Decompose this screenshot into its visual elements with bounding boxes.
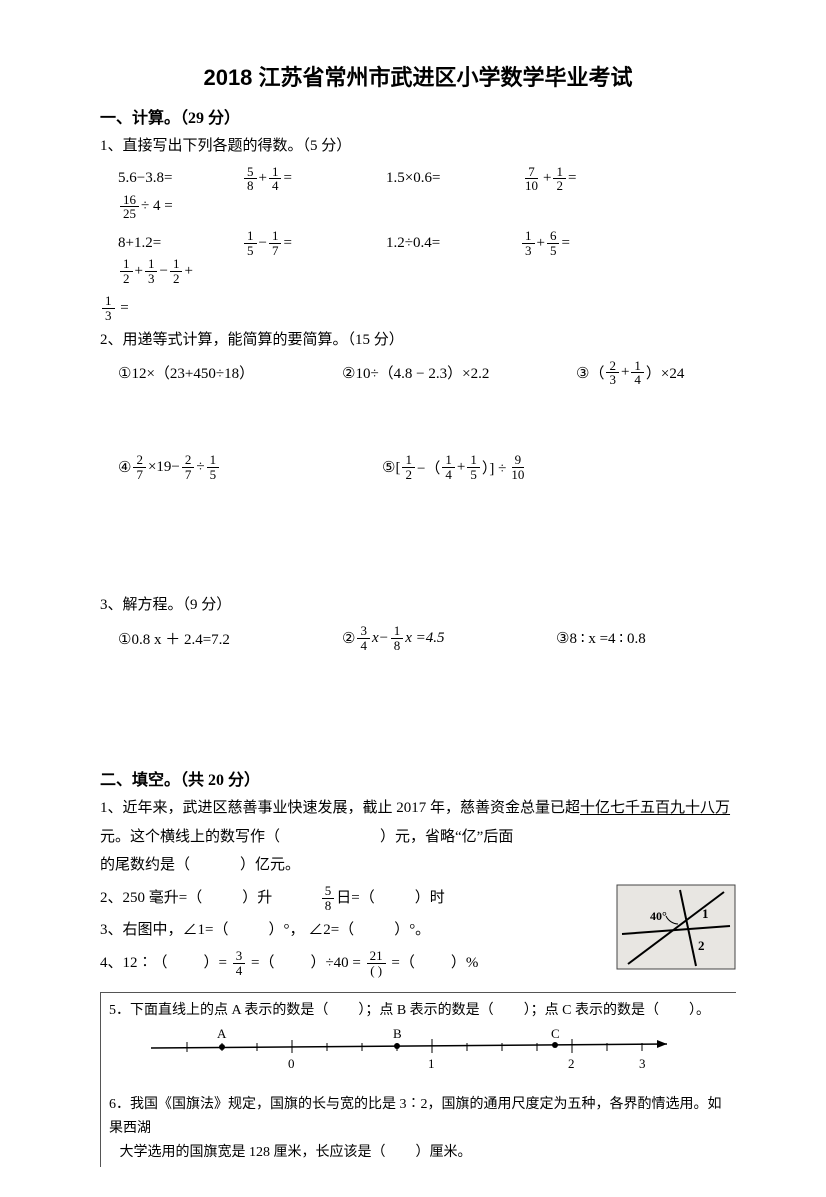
q1-3: 3、解方程。（9 分） bbox=[100, 591, 736, 620]
eq-2: ② 34 x− 18 x =4.5 bbox=[342, 624, 532, 652]
eq-3: ③8 ∶ x =4 ∶ 0.8 bbox=[556, 629, 646, 648]
expr-2b: 15 − 17 = bbox=[242, 229, 362, 257]
expr-2d: 13 + 65 = bbox=[520, 229, 640, 257]
calc-row-2: 8+1.2= 15 − 17 = 1.2÷0.4= 13 + 65 = 12 +… bbox=[118, 229, 736, 286]
exam-page: 2018 江苏省常州市武进区小学数学毕业考试 一、计算。（29 分） 1、直接写… bbox=[0, 0, 826, 1197]
expr-q2-5: ⑤[ 12 −（ 14 + 15 ）] ÷ 910 bbox=[382, 453, 529, 481]
angle-figure: 40° 1 2 bbox=[616, 884, 736, 975]
q1-1: 1、直接写出下列各题的得数。（5 分） bbox=[100, 132, 736, 161]
svg-text:A: A bbox=[217, 1026, 227, 1041]
q1-2: 2、用递等式计算，能简算的要简算。（15 分） bbox=[100, 326, 736, 355]
q2-1: 1、近年来，武进区慈善事业快速发展，截止 2017 年，慈善资金总量已超十亿七千… bbox=[100, 794, 736, 880]
scan-questions: 5．下面直线上的点 A 表示的数是（）；点 B 表示的数是（）；点 C 表示的数… bbox=[100, 992, 736, 1167]
svg-text:3: 3 bbox=[639, 1056, 646, 1071]
expr-1e: 1625 ÷ 4 = bbox=[118, 193, 173, 221]
svg-text:2: 2 bbox=[698, 938, 705, 953]
expr-2e: 12 + 13 − 12 + bbox=[118, 257, 193, 285]
expr-1c: 1.5×0.6= bbox=[386, 170, 496, 187]
section-1-head: 一、计算。（29 分） bbox=[100, 104, 736, 128]
expr-2c: 1.2÷0.4= bbox=[386, 235, 496, 252]
svg-text:2: 2 bbox=[568, 1056, 575, 1071]
q2-6: 6．我国《国旗法》规定，国旗的长与宽的比是 3∶2，国旗的通用尺度定为五种，各界… bbox=[109, 1093, 730, 1164]
expr-q2-4: ④ 27 ×19− 27 ÷ 15 bbox=[118, 453, 358, 481]
svg-text:C: C bbox=[551, 1026, 560, 1041]
q2-row1: ①12×（23+450÷18） ②10÷（4.8 − 2.3）×2.2 ③（ 2… bbox=[118, 359, 736, 387]
svg-text:1: 1 bbox=[428, 1056, 435, 1071]
calc-row-1: 5.6−3.8= 58 + 14 = 1.5×0.6= 710 + 12 = 1… bbox=[118, 165, 736, 222]
exam-title: 2018 江苏省常州市武进区小学数学毕业考试 bbox=[100, 60, 736, 92]
expr-q2-1: ①12×（23+450÷18） bbox=[118, 362, 318, 383]
q2-row2: ④ 27 ×19− 27 ÷ 15 ⑤[ 12 −（ 14 + 15 ）] ÷ … bbox=[118, 453, 736, 481]
eq-1: ①0.8 x ＋ 2.4=7.2 bbox=[118, 628, 318, 649]
svg-text:B: B bbox=[393, 1026, 402, 1041]
section-2-head: 二、填空。（共 20 分） bbox=[100, 766, 736, 790]
expr-1d: 710 + 12 = bbox=[520, 165, 640, 193]
expr-q2-2: ②10÷（4.8 − 2.3）×2.2 bbox=[342, 362, 552, 383]
svg-text:1: 1 bbox=[702, 906, 709, 921]
expr-1a: 5.6−3.8= bbox=[118, 170, 218, 187]
expr-1b: 58 + 14 = bbox=[242, 165, 362, 193]
expr-2a: 8+1.2= bbox=[118, 235, 218, 252]
q3-row: ①0.8 x ＋ 2.4=7.2 ② 34 x− 18 x =4.5 ③8 ∶ … bbox=[118, 624, 736, 652]
expr-2e-tail: 13 = bbox=[100, 294, 736, 323]
expr-q2-3: ③（ 23 + 14 ）×24 bbox=[576, 359, 684, 387]
svg-text:40°: 40° bbox=[650, 909, 667, 923]
svg-text:0: 0 bbox=[288, 1056, 295, 1071]
number-line: A B C 0 1 2 3 bbox=[147, 1026, 730, 1087]
q2-5: 5．下面直线上的点 A 表示的数是（）；点 B 表示的数是（）；点 C 表示的数… bbox=[109, 999, 730, 1023]
